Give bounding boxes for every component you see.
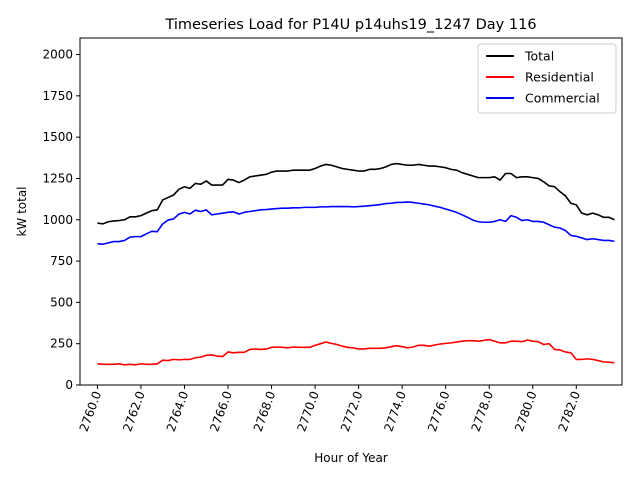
y-tick-label: 250 [50,337,73,351]
y-tick-label: 750 [50,254,73,268]
legend-box [477,43,617,114]
x-axis-label: Hour of Year [314,451,388,465]
legend-label-residential: Residential [525,70,594,85]
y-tick-label: 1500 [42,130,73,144]
y-tick-label: 2000 [42,48,73,62]
y-tick-label: 500 [50,295,73,309]
legend: Total Residential Commercial [477,43,617,114]
series-line-total [97,162,615,225]
series-lines [97,162,615,366]
y-tick-label: 1750 [42,89,73,103]
y-axis-label: kW total [15,186,29,236]
legend-label-commercial: Commercial [525,91,600,106]
y-tick-label: 0 [65,378,73,392]
chart-title: Timeseries Load for P14U p14uhs19_1247 D… [164,17,536,33]
y-tick-label: 1250 [42,171,73,185]
series-line-residential [97,338,615,366]
series-line-commercial [97,201,615,246]
legend-label-total: Total [524,49,554,64]
y-tick-label: 1000 [42,213,73,227]
plot-frame [79,37,623,386]
